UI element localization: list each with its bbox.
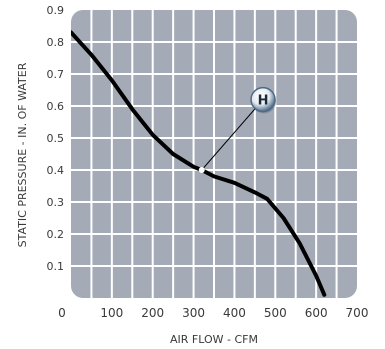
- y-tick-label: 0.7: [47, 68, 65, 81]
- y-tick-label: 0.4: [47, 164, 65, 177]
- y-tick-label: 0.2: [47, 228, 65, 241]
- series-line: [71, 30, 327, 297]
- x-tick-label: 300: [182, 306, 205, 320]
- annotation-marker: [250, 86, 276, 113]
- annotation-point: [198, 167, 205, 173]
- y-tick-label: 0.3: [47, 196, 65, 209]
- y-tick-label: 0.8: [47, 36, 65, 49]
- annotation-leader-line: [201, 99, 264, 171]
- y-tick-label: 0.6: [47, 100, 65, 113]
- x-tick-label: 100: [100, 306, 123, 320]
- x-axis-label: AIR FLOW - CFM: [170, 333, 258, 346]
- x-tick-label: 400: [223, 306, 246, 320]
- x-tick-label: 0: [58, 306, 66, 320]
- y-tick-label: 0.5: [47, 132, 65, 145]
- annotation-label: H: [258, 94, 269, 109]
- x-tick-label: 700: [346, 306, 369, 320]
- x-tick-labels: 0 100 200 300 400 500 600 700: [58, 306, 368, 320]
- y-tick-labels: 0.1 0.2 0.3 0.4 0.5 0.6 0.7 0.8 0.9: [47, 4, 65, 273]
- x-tick-label: 500: [264, 306, 287, 320]
- annotation-group: H: [198, 86, 277, 173]
- x-tick-label: 200: [141, 306, 164, 320]
- x-tick-label: 600: [305, 306, 328, 320]
- y-axis-label: STATIC PRESSURE - IN. OF WATER: [16, 62, 29, 247]
- y-tick-label: 0.9: [47, 4, 65, 17]
- y-tick-label: 0.1: [47, 260, 65, 273]
- grid-lines: [71, 10, 357, 298]
